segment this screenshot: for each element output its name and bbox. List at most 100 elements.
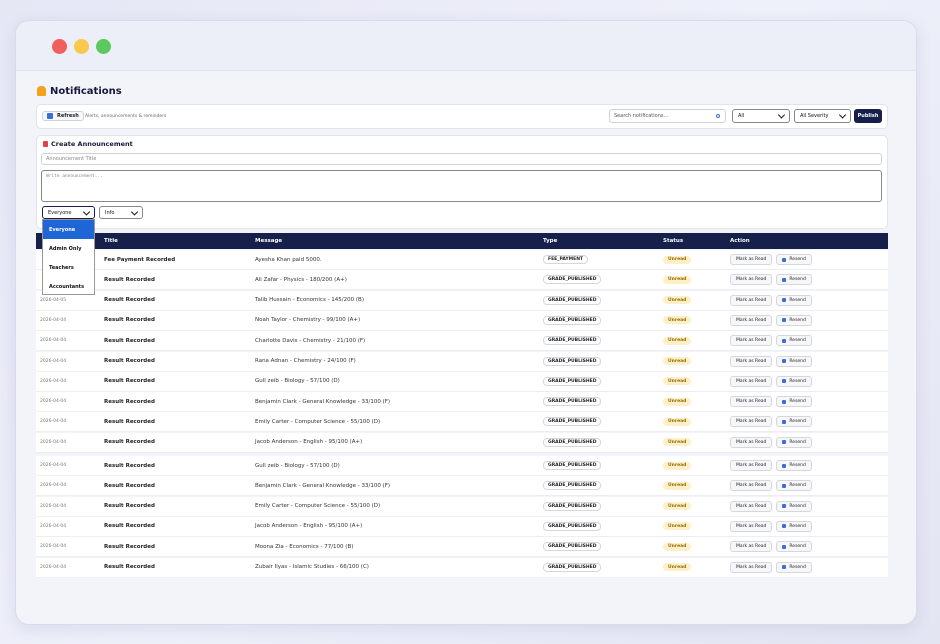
message-cell: Charlotte Davis - Chemistry - 21/100 (F) [255, 337, 366, 344]
message-cell: Jacob Anderson - English - 95/100 (A+) [255, 523, 363, 530]
dropdown-option[interactable]: Teachers [49, 264, 74, 271]
mark-read-button[interactable]: Mark as Read [730, 520, 773, 532]
mark-read-button[interactable]: Mark as Read [730, 375, 773, 387]
resend-button[interactable]: Resend [776, 541, 812, 553]
audience-select[interactable]: Everyone [42, 206, 95, 219]
type-cell: GRADE_PUBLISHED [543, 517, 602, 536]
status-badge: Unread [663, 522, 692, 531]
body-input[interactable]: Write announcement... [41, 170, 882, 202]
table-row: 2026-04-04 Result Recorded Rana Adnan - Ch… [36, 351, 888, 372]
resend-button[interactable]: Resend [776, 274, 812, 286]
resend-button[interactable]: Resend [776, 520, 812, 532]
resend-button[interactable]: Resend [776, 314, 812, 326]
mark-read-button[interactable]: Mark as Read [730, 335, 773, 347]
type-cell: GRADE_PUBLISHED [543, 311, 602, 330]
message-cell: Gull zeib - Biology - 57/100 (D) [255, 378, 340, 385]
table-header: Title Message Type Status Action [36, 233, 888, 249]
mark-read-button[interactable]: Mark as Read [730, 460, 773, 471]
action-cell: Mark as Read Resend [730, 476, 816, 495]
refresh-button[interactable]: Refresh [42, 111, 84, 121]
message-cell: Ali Zafar - Physics - 180/200 (A+) [255, 276, 347, 283]
mark-read-button[interactable]: Mark as Read [730, 396, 773, 408]
column-header: Status [663, 238, 684, 244]
title-cell: Result Recorded [104, 503, 155, 510]
mark-read-button[interactable]: Mark as Read [730, 294, 773, 306]
mark-read-button[interactable]: Mark as Read [730, 355, 773, 367]
close-dot[interactable] [52, 39, 67, 54]
mark-read-button[interactable]: Mark as Read [730, 436, 773, 448]
resend-label: Resend [789, 419, 806, 425]
resend-button[interactable]: Resend [776, 375, 812, 387]
type-cell: GRADE_PUBLISHED [543, 558, 602, 577]
resend-label: Resend [789, 297, 806, 303]
mark-read-button[interactable]: Mark as Read [730, 480, 773, 492]
title-cell: Result Recorded [104, 398, 155, 405]
type-cell: GRADE_PUBLISHED [543, 270, 602, 289]
message-cell: Benjamin Clark - General Knowledge - 33/… [255, 482, 391, 489]
title-cell: Result Recorded [104, 564, 155, 570]
mark-read-button[interactable]: Mark as Read [730, 500, 773, 512]
resend-label: Resend [789, 338, 806, 344]
action-cell: Mark as Read Resend [730, 352, 816, 371]
resend-button[interactable]: Resend [776, 355, 812, 367]
date-cell: 2026-04-04 [40, 544, 67, 550]
resend-button[interactable]: Resend [776, 416, 812, 428]
title-input[interactable]: Announcement Title [41, 153, 882, 165]
type-cell: GRADE_PUBLISHED [543, 537, 602, 556]
resend-button[interactable]: Resend [776, 500, 812, 512]
minimize-dot[interactable] [74, 39, 89, 54]
status-badge: Unread [663, 461, 692, 470]
date-cell: 2026-04-04 [40, 483, 67, 489]
resend-button[interactable]: Resend [776, 294, 812, 306]
title-cell: Result Recorded [104, 523, 155, 530]
type-cell: GRADE_PUBLISHED [543, 476, 602, 495]
title-cell: Result Recorded [104, 358, 155, 364]
resend-button[interactable]: Resend [776, 335, 812, 347]
dropdown-option[interactable]: Accountants [49, 283, 85, 290]
type-cell: GRADE_PUBLISHED [543, 331, 602, 350]
search-icon [716, 114, 720, 118]
table-row: 2026-04-04 Result Recorded Noah Taylor - C… [36, 310, 888, 331]
resend-button[interactable]: Resend [776, 396, 812, 408]
date-cell: 2026-04-04 [40, 399, 67, 405]
type-cell: GRADE_PUBLISHED [543, 372, 602, 391]
mark-read-button[interactable]: Mark as Read [730, 274, 773, 286]
status-cell: Unread [663, 291, 692, 310]
severity-select[interactable]: All Severity [794, 109, 851, 123]
maximize-dot[interactable] [96, 39, 111, 54]
chevron [82, 207, 91, 216]
resend-label: Resend [789, 399, 806, 405]
message-cell: Emily Carter - Computer Science - 55/100… [255, 418, 381, 425]
mark-read-button[interactable]: Mark as Read [730, 416, 773, 428]
body-placeholder: Write announcement... [46, 174, 103, 179]
date-cell: 2026-04-04 [40, 463, 67, 468]
severity-level-select[interactable]: Info [99, 206, 143, 219]
filter-select[interactable]: All [732, 109, 790, 123]
publish-button[interactable]: Publish [854, 109, 882, 123]
mark-read-button[interactable]: Mark as Read [730, 314, 773, 326]
date-cell: 2026-04-04 [40, 317, 67, 323]
resend-button[interactable]: Resend [776, 561, 812, 573]
resend-icon [782, 338, 787, 343]
status-badge: Unread [663, 336, 692, 345]
resend-label: Resend [789, 358, 806, 364]
resend-button[interactable]: Resend [776, 436, 812, 448]
resend-icon [782, 257, 787, 262]
table-row: 2026-04-04 Result Recorded Gull zeib - Bio… [36, 456, 888, 476]
title-bar [16, 21, 916, 71]
dropdown-option[interactable]: Everyone [43, 220, 94, 239]
resend-label: Resend [789, 544, 806, 550]
title-cell: Result Recorded [104, 337, 155, 344]
resend-button[interactable]: Resend [776, 254, 812, 265]
mark-read-button[interactable]: Mark as Read [730, 561, 773, 573]
resend-button[interactable]: Resend [776, 480, 812, 492]
search-input[interactable]: Search notifications... [609, 109, 726, 123]
mark-read-button[interactable]: Mark as Read [730, 541, 773, 553]
resend-icon [782, 298, 787, 303]
status-badge: Unread [663, 316, 692, 325]
status-badge: Unread [663, 357, 692, 365]
mark-read-button[interactable]: Mark as Read [730, 254, 773, 265]
dropdown-option[interactable]: Admin Only [49, 245, 82, 252]
resend-button[interactable]: Resend [776, 460, 812, 471]
